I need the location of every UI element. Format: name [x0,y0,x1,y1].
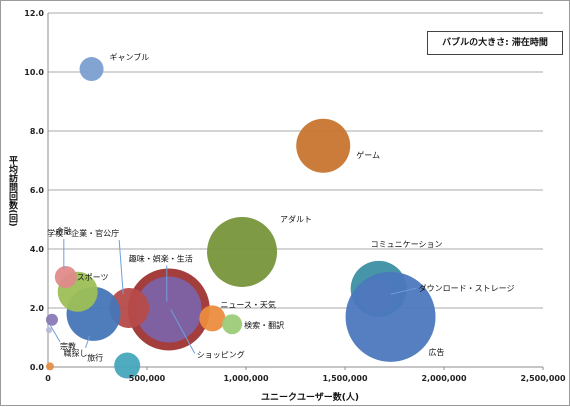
x-tick-label: 1,500,000 [322,374,367,383]
y-tick-label: 4.0 [30,245,45,254]
x-tick-label: 0 [45,374,51,383]
bubble [45,327,52,334]
x-tick-label: 2,000,000 [421,374,466,383]
bubble [54,266,77,289]
bubble-label: ダウンロード・ストレージ [419,283,515,293]
x-tick-label: 1,000,000 [223,374,268,383]
bubble [45,362,54,371]
callout-line [118,239,124,295]
bubble-label: 旅行 [87,353,103,363]
bubble-label: アダルト [280,214,312,224]
bubble-label: ショッピング [197,349,245,359]
bubble [296,118,351,173]
bubble [207,216,278,287]
bubble-label: 広告 [429,347,445,357]
y-tick-label: 2.0 [30,304,45,313]
callout-lines [49,239,417,354]
bubble-label: 金融 [56,226,72,236]
bubble-label: 検索・翻訳 [244,320,284,330]
bubble [199,305,226,332]
bubble-label: 職探し [64,348,88,358]
callout-line [85,335,91,349]
bubbles [45,57,436,379]
y-axis-title: 平均訪問回数(回) [7,155,18,226]
bubble-label: ニュース・天気 [220,299,276,309]
callout-line [390,287,417,295]
bubble-label: スポーツ [77,273,109,282]
bubble-label: コミュニケーション [371,240,443,249]
y-tick-labels: 0.0 2.0 4.0 6.0 8.0 10.0 12.0 [24,9,44,372]
bubble [345,271,436,362]
bubble [222,314,243,335]
bubble-label: 趣味・娯楽・生活 [129,253,193,263]
y-tick-label: 6.0 [30,186,45,195]
bubble-label: ゲーム [356,150,380,160]
y-tick-label: 0.0 [30,363,45,372]
bubble-label: 学校・企業・官公庁 [47,228,119,238]
callout-line [49,324,61,343]
x-tick-labels: 0 500,000 1,000,000 1,500,000 2,000,000 2,500… [45,374,566,383]
bubble [45,313,58,326]
gridlines [48,12,543,309]
legend-note: バブルの大きさ: 滞在時間 [427,31,563,55]
bubble [114,352,141,379]
bubble-label: ギャンブル [110,52,150,62]
y-tick-label: 12.0 [24,9,44,18]
x-tick-label: 2,500,000 [520,374,565,383]
bubble [79,57,104,82]
y-tick-label: 8.0 [30,127,45,136]
y-tick-label: 10.0 [24,68,44,77]
callout-line [170,309,196,354]
bubble [135,276,202,343]
x-axis-title: ユニークユーザー数(人) [261,391,359,403]
bubble-label: 宗教 [60,341,76,351]
x-tick-label: 500,000 [129,374,166,383]
